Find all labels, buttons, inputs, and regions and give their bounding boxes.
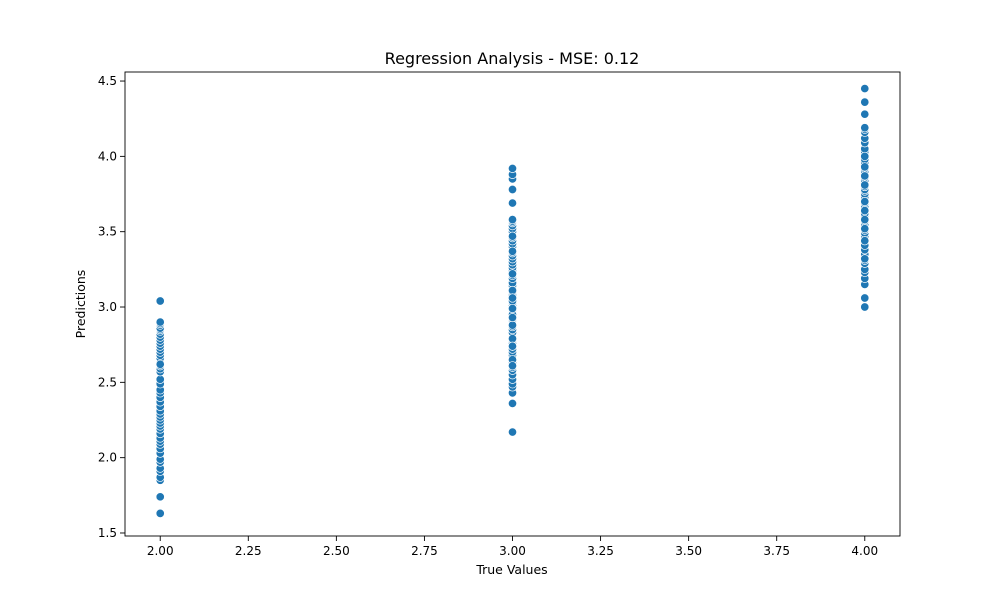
x-tick-label: 2.75 (411, 544, 438, 558)
data-point (860, 180, 870, 190)
data-point (860, 123, 870, 133)
data-point (507, 398, 518, 408)
data-point (155, 359, 165, 369)
x-axis: 2.00 2.25 2.50 2.75 3.00 3.25 3.50 3.75 4.00 (147, 536, 878, 558)
data-point (860, 254, 870, 264)
data-point (507, 334, 518, 344)
y-tick-label: 3.5 (98, 225, 117, 239)
data-point (860, 224, 870, 234)
y-axis-label: Predictions (73, 270, 88, 339)
chart-title: Regression Analysis - MSE: 0.12 (385, 49, 640, 68)
data-point (860, 236, 870, 246)
x-tick-label: 3.25 (587, 544, 614, 558)
data-point (860, 206, 870, 216)
data-point (507, 269, 518, 279)
data-point (155, 508, 165, 518)
data-point (155, 296, 165, 306)
y-tick-label: 2.0 (98, 451, 117, 465)
x-tick-label: 3.50 (675, 544, 702, 558)
x-axis-label: True Values (475, 562, 547, 577)
data-point (155, 492, 165, 502)
data-point (507, 313, 518, 323)
plot-area (155, 84, 870, 518)
data-point (507, 285, 518, 295)
y-tick-label: 4.0 (98, 149, 117, 163)
data-point (507, 320, 518, 330)
data-point (507, 184, 518, 195)
data-point (507, 427, 518, 437)
x-tick-label: 4.00 (851, 544, 878, 558)
data-point (155, 317, 165, 327)
data-point (507, 246, 518, 256)
data-point (860, 162, 870, 172)
data-point (860, 215, 870, 225)
data-point (860, 151, 870, 161)
data-point (860, 293, 870, 303)
data-point (507, 231, 518, 241)
data-point (507, 215, 518, 225)
x-tick-label: 2.00 (147, 544, 174, 558)
x-tick-label: 3.00 (499, 544, 526, 558)
data-point (860, 302, 870, 312)
y-tick-label: 3.0 (98, 300, 117, 314)
data-point (507, 293, 518, 303)
data-point (860, 171, 870, 181)
data-point (860, 84, 870, 94)
data-point (507, 341, 518, 351)
y-tick-label: 1.5 (98, 526, 117, 540)
data-point (507, 163, 518, 173)
data-point (860, 97, 870, 107)
x-tick-label: 2.50 (323, 544, 350, 558)
data-point (860, 109, 870, 119)
data-point (155, 374, 165, 384)
data-point (860, 197, 870, 207)
y-tick-label: 4.5 (98, 74, 117, 88)
y-tick-label: 2.5 (98, 375, 117, 389)
data-point (507, 198, 518, 208)
data-point (507, 361, 518, 371)
data-point (507, 303, 518, 314)
y-axis: 1.5 2.0 2.5 3.0 3.5 4.0 4.5 (98, 74, 125, 540)
x-tick-label: 3.75 (763, 544, 790, 558)
x-tick-label: 2.25 (235, 544, 262, 558)
